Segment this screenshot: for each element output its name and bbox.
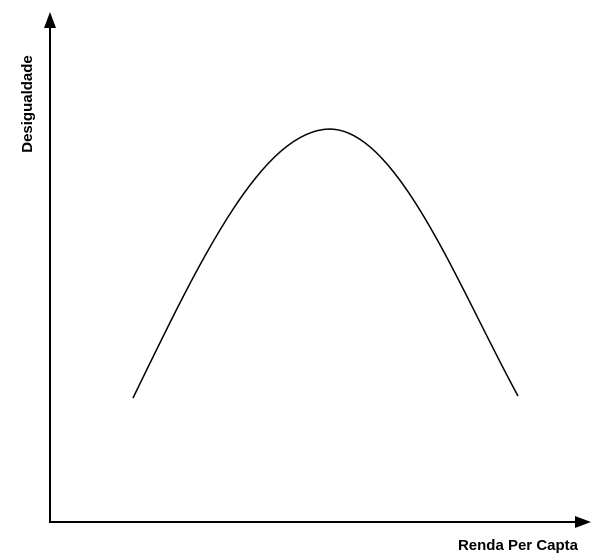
x-axis-label: Renda Per Capta [458, 537, 579, 554]
y-axis-label: Desigualdade [19, 55, 36, 153]
curve [132, 128, 519, 399]
y-axis-arrow [44, 12, 56, 28]
x-axis-arrow [575, 516, 591, 528]
